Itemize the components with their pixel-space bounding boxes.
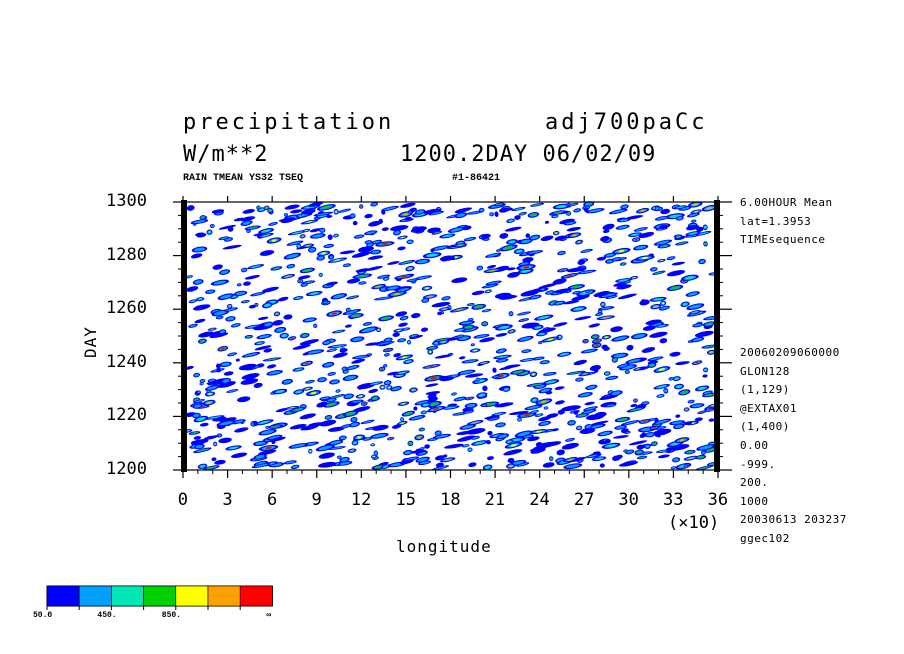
colorbar-swatch [175,585,209,607]
units-label: W/m**2 [183,142,269,167]
y-tick-label: 1280 [106,244,147,265]
right-bold-edge [714,200,720,472]
colorbar-swatch [143,585,177,607]
colorbar-swatch [46,585,80,607]
rain-field [181,201,721,471]
y-tick-label: 1300 [106,191,147,211]
colorbar-label: 450. [97,611,117,620]
info-line: ggec102 [740,532,790,545]
x-tick-label: 3 [222,490,233,510]
x-tick-label: 24 [529,490,550,510]
x-tick-label: 0 [177,490,189,510]
colorbar-label: ∞ [266,611,272,620]
x-tick-label: 15 [395,490,416,510]
x-tick-label: 33 [663,490,684,510]
info-line: 1000 [740,494,769,508]
x-axis-label: longitude [396,537,492,556]
y-tick-label: 1260 [106,298,147,319]
info-line: 20060209060000 [740,346,840,359]
x-tick-label: 6 [266,490,278,510]
info-line: lat=1.3953 [740,214,812,228]
y-tick-label: 1220 [106,405,147,426]
x-tick-label: 30 [618,490,639,510]
info-line: @EXTAX01 [740,401,797,415]
x-tick-label: 9 [311,490,322,510]
info-line: TIMEsequence [740,233,826,246]
info-line: 200. [740,476,769,490]
x-tick-label: 12 [350,490,372,510]
colorbar-label: 850. [161,611,181,620]
x-tick-label: 36 [707,490,729,510]
colorbar-swatch [111,585,144,607]
variable-description: RAIN TMEAN YS32 TSEQ [183,173,304,184]
info-line: 20030613 203237 [740,513,847,527]
x-tick-label: 27 [573,490,595,510]
info-line: 0.00 [740,439,769,452]
colorbar-label: 50.0 [33,611,53,620]
x-multiplier: (×10) [668,513,720,533]
y-tick-label: 1240 [106,351,147,372]
experiment-name: adj700paCc [545,110,708,135]
time-info: 1200.2DAY 06/02/09 [400,142,657,167]
info-line: (1,400) [740,420,790,434]
chart-title: precipitation [183,110,395,135]
info-line: 6.00HOUR Mean [740,196,833,209]
x-tick-label: 21 [484,490,506,510]
x-tick-label: 18 [440,490,461,510]
colorbar-swatch [207,585,241,607]
colorbar-swatch [78,585,112,607]
colorbar-swatch [239,585,273,607]
y-tick-label: 1200 [106,459,147,479]
info-line: GLON128 [740,364,790,378]
info-line: -999. [740,457,776,471]
run-id: #1-86421 [452,173,501,184]
left-bold-edge [181,200,187,472]
info-line: (1,129) [740,383,790,397]
